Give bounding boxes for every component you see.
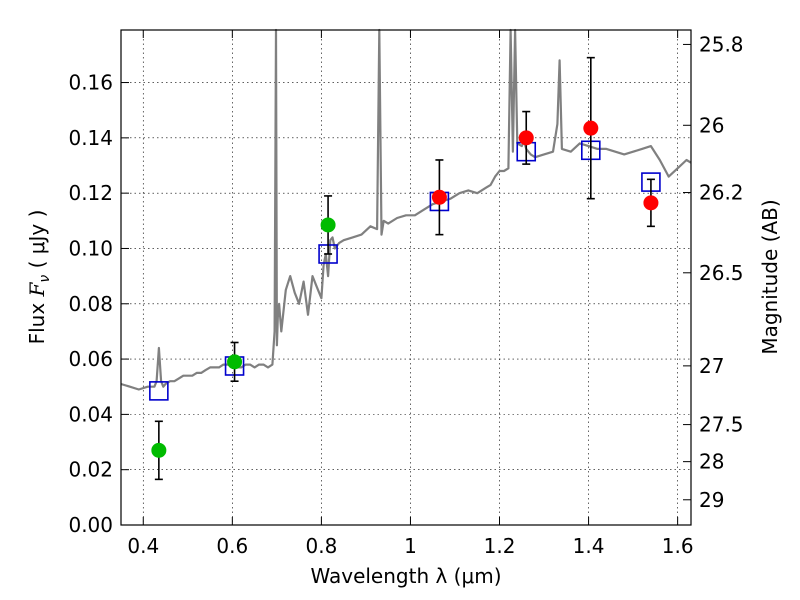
model-photometry-square	[149, 381, 169, 401]
x-tick-label: 0.6	[216, 534, 248, 558]
right-tick-label: 26.2	[699, 181, 744, 205]
observed-flux-point	[518, 130, 534, 146]
axis-ticks: 0.4 0.6 0.8 1 1.2 1.4 1.6 0.00 0.02 0.04 0.06 0.08 0…	[68, 30, 744, 558]
right-tick-label: 27	[699, 354, 724, 378]
y-axis-label-left: Flux Fν ( μJy )	[25, 210, 53, 345]
x-tick-label: 0.4	[127, 534, 159, 558]
plot-frame	[120, 29, 692, 526]
y-tick-label: 0.16	[68, 71, 113, 95]
x-tick-label: 1.2	[484, 534, 516, 558]
observed-flux-point	[320, 217, 336, 233]
right-tick-label: 26.5	[699, 261, 744, 285]
model-spectrum-line	[120, 28, 692, 391]
right-tick-label: 27.5	[699, 413, 744, 437]
observed-flux-point	[151, 442, 167, 458]
observed-flux-point	[227, 354, 243, 370]
y-label-prefix: Flux	[25, 296, 49, 344]
y-label-symbol: F	[25, 281, 49, 297]
y-axis-label-right: Magnitude (AB)	[758, 199, 782, 354]
model-spectrum	[120, 28, 692, 391]
y-tick-label: 0.00	[68, 513, 113, 537]
y-tick-label: 0.04	[68, 402, 113, 426]
y-label-subscript: ν	[37, 275, 53, 283]
y-tick-label: 0.06	[68, 347, 113, 371]
y-tick-label: 0.08	[68, 292, 113, 316]
y-tick-label: 0.02	[68, 458, 113, 482]
x-tick-label: 0.8	[305, 534, 337, 558]
x-tick-label: 1.4	[573, 534, 605, 558]
x-tick-label: 1	[404, 534, 417, 558]
y-tick-label: 0.10	[68, 236, 113, 260]
grid-lines	[121, 30, 691, 526]
right-tick-label: 25.8	[699, 32, 744, 56]
observed-flux-point	[583, 120, 599, 136]
y-tick-label: 0.14	[68, 126, 113, 150]
x-axis-label: Wavelength λ (μm)	[310, 564, 501, 588]
photometry-points	[149, 56, 661, 481]
right-tick-label: 28	[699, 450, 724, 474]
y-label-units: ( μJy )	[25, 210, 49, 275]
right-tick-label: 26	[699, 113, 724, 137]
y-tick-label: 0.12	[68, 181, 113, 205]
x-tick-label: 1.6	[662, 534, 694, 558]
observed-flux-point	[643, 195, 659, 211]
right-tick-label: 29	[699, 488, 724, 512]
observed-flux-point	[431, 189, 447, 205]
